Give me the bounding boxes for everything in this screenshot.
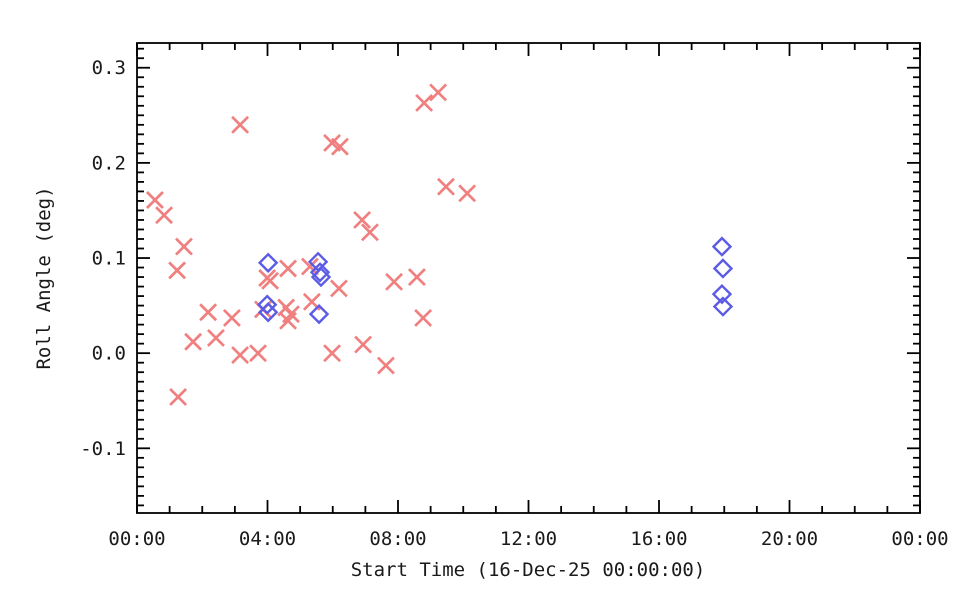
x-tick-label: 00:00 bbox=[891, 528, 948, 550]
x-tick-label: 04:00 bbox=[239, 528, 296, 550]
x-marker-point bbox=[279, 259, 298, 278]
diamond-marker-point bbox=[310, 266, 332, 288]
x-marker-point bbox=[231, 115, 250, 134]
x-marker-point bbox=[231, 346, 250, 365]
y-tick-label: -0.1 bbox=[80, 438, 126, 460]
x-marker-point bbox=[330, 137, 349, 156]
x-tick-label: 12:00 bbox=[500, 528, 557, 550]
x-marker-point bbox=[429, 83, 448, 102]
x-marker-point bbox=[415, 93, 434, 112]
x-tick-label: 08:00 bbox=[369, 528, 426, 550]
x-marker-point bbox=[222, 309, 241, 327]
y-tick-label: 0.3 bbox=[92, 57, 126, 79]
x-marker-point bbox=[249, 344, 267, 363]
diamond-marker-point bbox=[712, 296, 734, 317]
x-marker-point bbox=[199, 303, 218, 322]
x-marker-point bbox=[458, 184, 477, 203]
x-tick-label: 16:00 bbox=[630, 528, 687, 550]
y-tick-label: 0.2 bbox=[92, 152, 126, 174]
diamond-marker-point bbox=[309, 262, 331, 283]
x-marker-point bbox=[206, 328, 225, 347]
diamond-marker-point bbox=[257, 252, 279, 273]
x-marker-point bbox=[414, 309, 433, 327]
x-marker-point bbox=[168, 261, 187, 280]
x-marker-point bbox=[360, 223, 379, 242]
x-marker-point bbox=[329, 279, 348, 298]
x-marker-point bbox=[155, 206, 174, 225]
x-marker-point bbox=[145, 191, 164, 209]
x-marker-point bbox=[353, 211, 372, 229]
diamond-marker-point bbox=[257, 302, 279, 323]
x-marker-point bbox=[437, 177, 455, 196]
x-tick-label: 00:00 bbox=[108, 528, 165, 550]
x-marker-point bbox=[407, 268, 426, 287]
diamond-marker-point bbox=[308, 303, 330, 325]
x-tick-label: 20:00 bbox=[761, 528, 818, 550]
y-axis-title: Roll Angle (deg) bbox=[33, 186, 55, 370]
y-tick-label: 0.0 bbox=[92, 343, 126, 365]
plot-border bbox=[136, 42, 921, 514]
x-axis-title: Start Time (16-Dec-25 00:00:00) bbox=[350, 559, 706, 581]
x-marker-point bbox=[169, 387, 188, 406]
x-marker-point bbox=[376, 356, 395, 375]
diamond-marker-point bbox=[711, 236, 733, 257]
x-marker-point bbox=[385, 272, 404, 291]
x-marker-point bbox=[175, 237, 193, 256]
x-marker-point bbox=[300, 257, 319, 276]
x-marker-point bbox=[261, 271, 280, 290]
x-marker-point bbox=[354, 335, 373, 354]
diamond-marker-point bbox=[256, 294, 278, 315]
x-marker-point bbox=[184, 332, 203, 351]
x-marker-point bbox=[323, 344, 342, 363]
x-marker-point bbox=[282, 305, 300, 324]
diamond-marker-point bbox=[711, 283, 733, 305]
diamond-marker-point bbox=[712, 258, 734, 279]
y-tick-label: 0.1 bbox=[92, 248, 126, 270]
